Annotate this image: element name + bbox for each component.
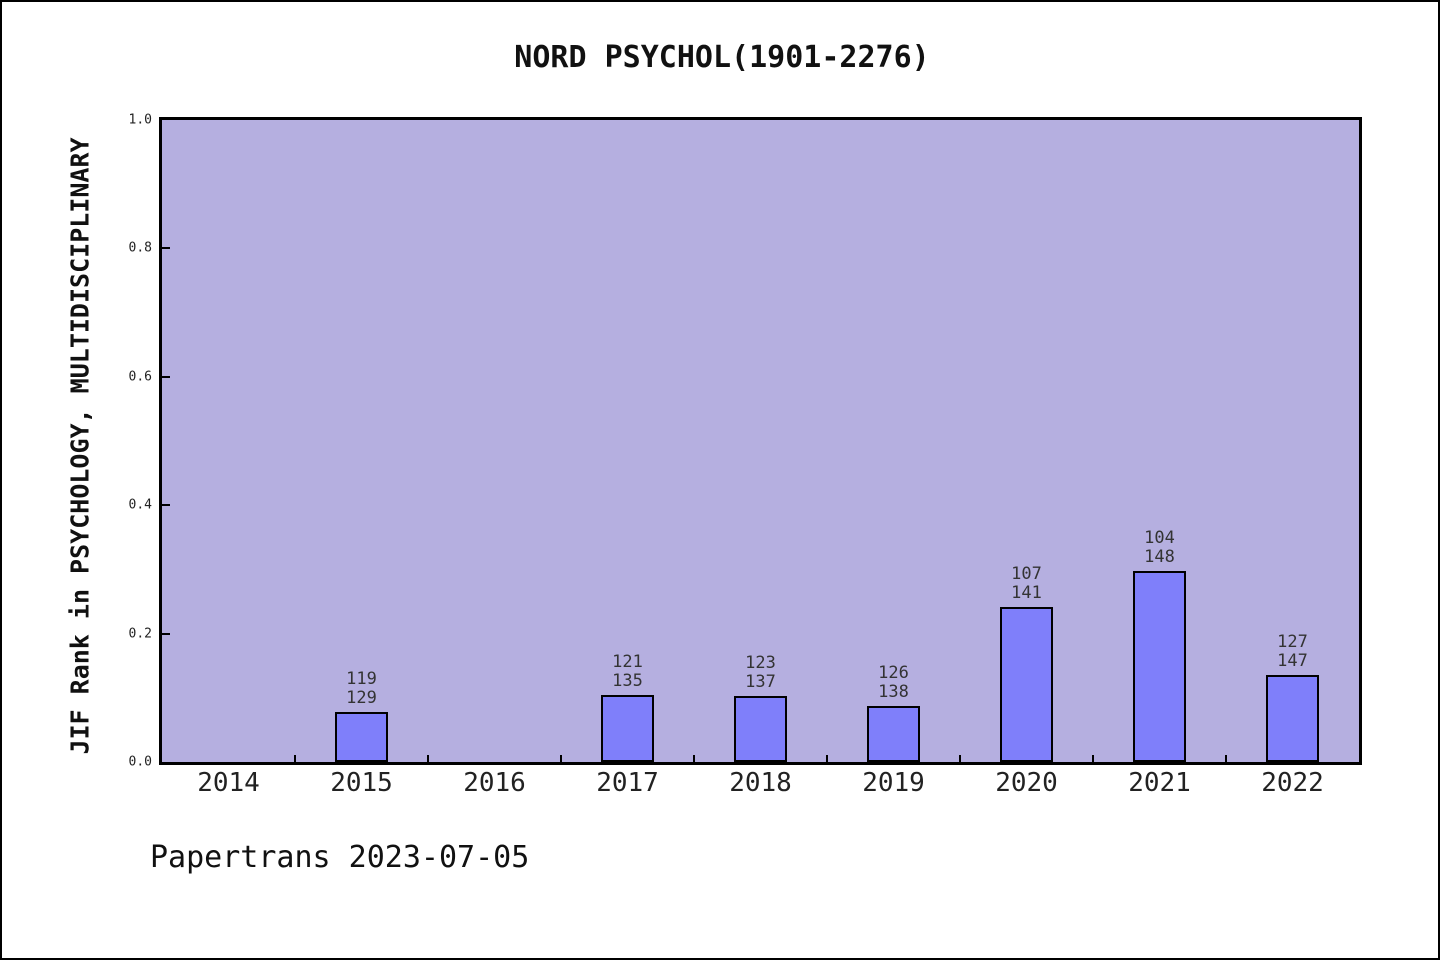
bar-2017 — [601, 695, 654, 762]
y-tick-mark — [162, 376, 170, 378]
plot-area: 2014 2015 119 129 2016 2017 121 135 2018 123 137 20… — [129, 113, 1359, 798]
x-tick-label-2017: 2017 — [596, 768, 659, 798]
bar-value-label-2022: 127 147 — [1277, 633, 1308, 671]
plot-frame: 2014 2015 119 129 2016 2017 121 135 2018 123 137 20… — [129, 113, 1362, 798]
x-tick-label-2019: 2019 — [862, 768, 925, 798]
bar-total-value: 129 — [346, 688, 377, 708]
x-minor-tick — [427, 755, 429, 762]
y-tick-mark — [162, 504, 170, 506]
chart-title: NORD PSYCHOL(1901-2276) — [514, 40, 930, 75]
bar-rank-value: 126 — [878, 663, 909, 683]
bar-value-label-2018: 123 137 — [745, 654, 776, 692]
bar-rank-value: 107 — [1011, 564, 1042, 584]
y-tick-label-1.0: 1.0 — [128, 112, 152, 128]
bar-2022 — [1266, 675, 1319, 762]
y-tick-label-0.6: 0.6 — [128, 369, 152, 385]
bar-value-label-2019: 126 138 — [878, 664, 909, 702]
x-tick-label-2022: 2022 — [1261, 768, 1324, 798]
footer-watermark: Papertrans 2023-07-05 — [150, 840, 530, 875]
x-minor-tick — [294, 755, 296, 762]
bar-total-value: 141 — [1011, 583, 1042, 603]
bar-rank-value: 121 — [612, 652, 643, 672]
x-tick-label-2014: 2014 — [197, 768, 260, 798]
bar-total-value: 138 — [878, 682, 909, 702]
bar-2020 — [1000, 607, 1053, 762]
y-tick-label-0.2: 0.2 — [128, 626, 152, 642]
bar-total-value: 135 — [612, 671, 643, 691]
bar-2015 — [335, 712, 388, 762]
bar-rank-value: 104 — [1144, 528, 1175, 548]
bar-rank-value: 119 — [346, 669, 377, 689]
bar-value-label-2015: 119 129 — [346, 670, 377, 708]
x-minor-tick — [693, 755, 695, 762]
x-minor-tick — [959, 755, 961, 762]
x-minor-tick — [1092, 755, 1094, 762]
bar-2018 — [734, 696, 787, 762]
y-tick-mark — [162, 633, 170, 635]
bar-rank-value: 123 — [745, 653, 776, 673]
bar-2019 — [867, 706, 920, 762]
y-tick-mark — [162, 247, 170, 249]
bar-value-label-2017: 121 135 — [612, 653, 643, 691]
x-minor-tick — [826, 755, 828, 762]
x-tick-label-2015: 2015 — [330, 768, 393, 798]
x-tick-label-2021: 2021 — [1128, 768, 1191, 798]
bar-total-value: 137 — [745, 672, 776, 692]
bar-total-value: 148 — [1144, 547, 1175, 567]
y-tick-label-0.0: 0.0 — [128, 754, 152, 770]
y-tick-label-0.8: 0.8 — [128, 240, 152, 256]
y-axis-label: JIF Rank in PSYCHOLOGY, MULTIDISCIPLINAR… — [65, 137, 95, 755]
bar-value-label-2020: 107 141 — [1011, 565, 1042, 603]
x-tick-label-2020: 2020 — [995, 768, 1058, 798]
x-tick-label-2016: 2016 — [463, 768, 526, 798]
x-minor-tick — [560, 755, 562, 762]
y-tick-label-0.4: 0.4 — [128, 497, 152, 513]
bar-rank-value: 127 — [1277, 632, 1308, 652]
bar-2021 — [1133, 571, 1186, 762]
bar-value-label-2021: 104 148 — [1144, 529, 1175, 567]
bar-total-value: 147 — [1277, 651, 1308, 671]
x-tick-label-2018: 2018 — [729, 768, 792, 798]
x-minor-tick — [1225, 755, 1227, 762]
